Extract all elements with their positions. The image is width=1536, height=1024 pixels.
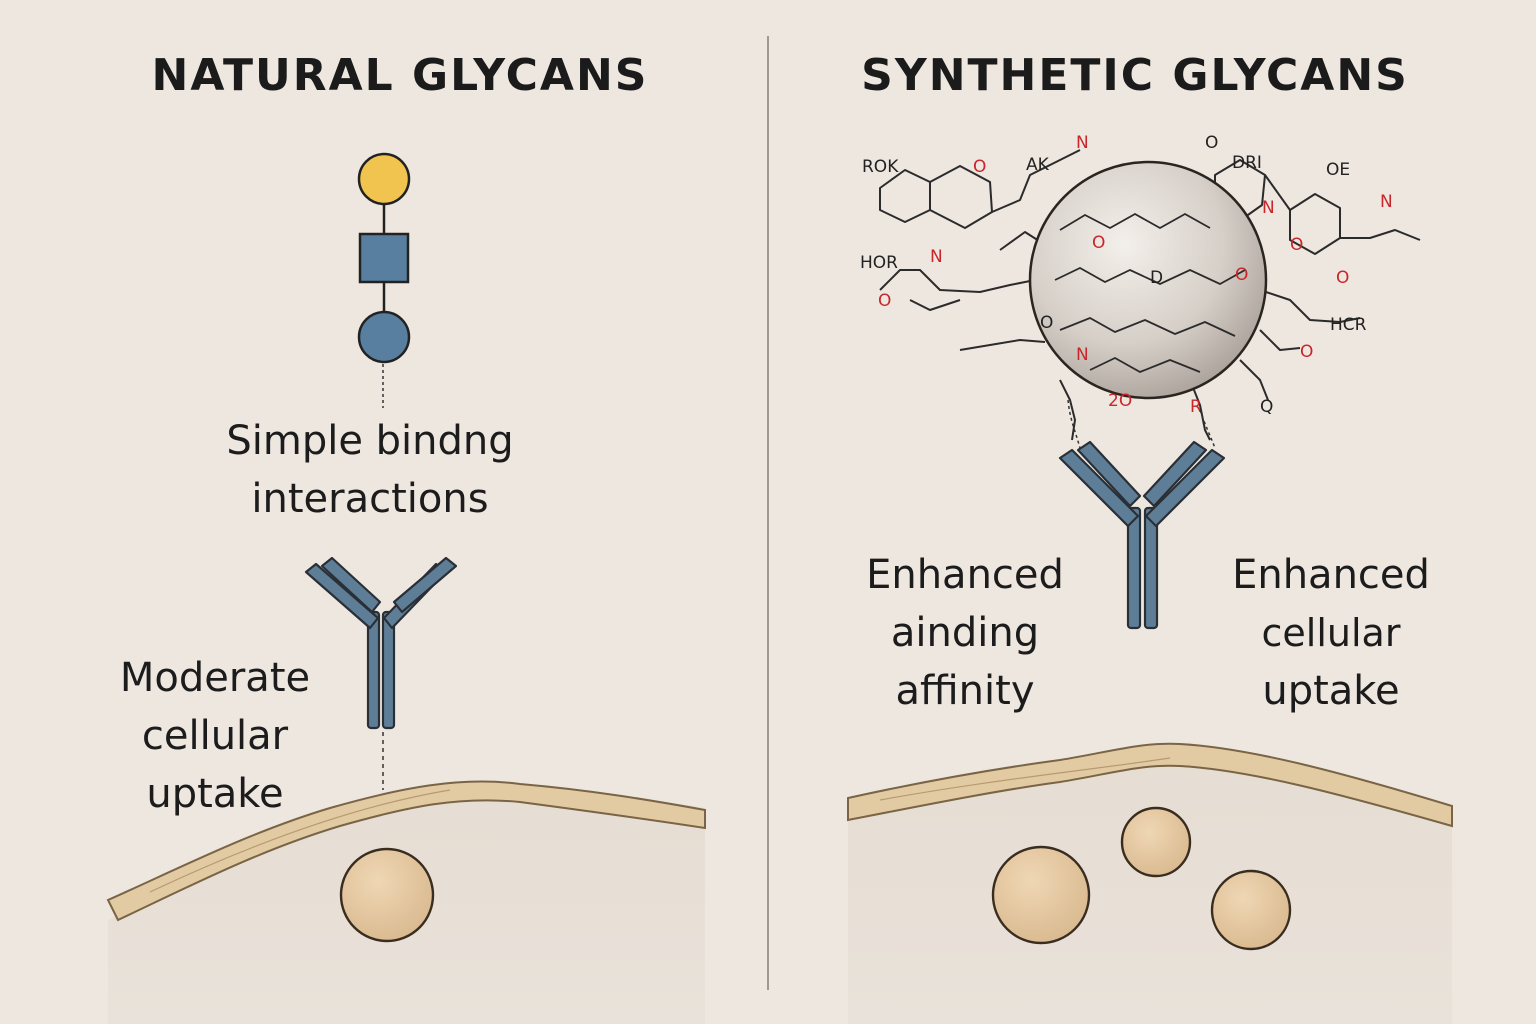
atom-label: HOR: [860, 253, 898, 273]
label-line: affinity: [895, 668, 1035, 714]
atom-label: O: [1235, 265, 1248, 285]
moderate-uptake-label: Moderate cellular uptake: [90, 649, 340, 823]
atom-label: DRI: [1232, 153, 1262, 173]
vesicle-right-3: [1210, 869, 1292, 951]
label-line: uptake: [1262, 668, 1400, 714]
atom-label: O: [1336, 268, 1349, 288]
glcnac-blue-square: [358, 232, 410, 284]
cell-membrane-right: [847, 742, 1453, 828]
label-line: cellular: [141, 713, 289, 759]
label-line: Simple bindng: [226, 418, 514, 464]
atom-label: O: [973, 157, 986, 177]
enhanced-affinity-label: Enhanced ainding affinity: [820, 546, 1110, 720]
atom-label: O: [1300, 342, 1313, 362]
atom-label: R: [1190, 397, 1202, 417]
synthetic-glycans-title: SYNTHETIC GLYCANS: [861, 50, 1409, 101]
atom-label: N: [1380, 192, 1393, 212]
atom-label: N: [1076, 133, 1089, 153]
label-line: Moderate: [119, 655, 311, 701]
nanoparticle-sphere: [1028, 160, 1268, 400]
label-line: uptake: [146, 771, 284, 817]
natural-glycans-title: NATURAL GLYCANS: [151, 50, 649, 101]
galactose-yellow-circle: [357, 152, 411, 206]
atom-label: O: [878, 291, 891, 311]
atom-label: 2O: [1108, 391, 1132, 411]
label-line: cellular: [1261, 611, 1401, 655]
atom-label: HCR: [1330, 315, 1367, 335]
enhanced-uptake-label: Enhanced cellular uptake: [1196, 546, 1466, 720]
atom-label: ROK: [862, 157, 899, 177]
natural-glycan-chain: [357, 152, 411, 408]
cell-membrane-left: [106, 780, 706, 922]
atom-label: AK: [1026, 155, 1050, 175]
atom-label: O: [1205, 133, 1218, 153]
antibody-right: [1058, 440, 1226, 630]
linker-dashes: [1067, 399, 1216, 449]
atom-label: N: [930, 247, 943, 267]
atom-label: O: [1040, 313, 1053, 333]
cell-body-right: [848, 764, 1452, 1024]
simple-binding-label: Simple bindng interactions: [160, 412, 580, 528]
atom-label: Q: [1260, 397, 1273, 417]
synthetic-glycan-network: [879, 149, 1421, 441]
label-line: Enhanced: [1232, 552, 1430, 598]
atom-label: N: [1076, 345, 1089, 365]
vesicle-right-2: [1120, 806, 1192, 878]
label-line: Enhanced: [866, 552, 1064, 598]
antibody-left: [304, 556, 458, 790]
atom-label: N: [1262, 198, 1275, 218]
glucose-blue-circle: [357, 310, 411, 364]
atom-label: D: [1150, 268, 1163, 288]
atom-label: O: [1290, 235, 1303, 255]
atom-label: O: [1092, 233, 1105, 253]
nanoparticle-surface-bonds: [1054, 212, 1246, 373]
structure-atom-labels: ROK O AK N O DRI OE HOR N O N O HCR O N …: [860, 133, 1393, 417]
label-line: ainding: [890, 610, 1040, 656]
atom-label: OE: [1326, 160, 1350, 180]
vesicle-right-1: [991, 845, 1091, 945]
vesicle-left: [339, 847, 435, 943]
label-line: interactions: [251, 476, 489, 522]
